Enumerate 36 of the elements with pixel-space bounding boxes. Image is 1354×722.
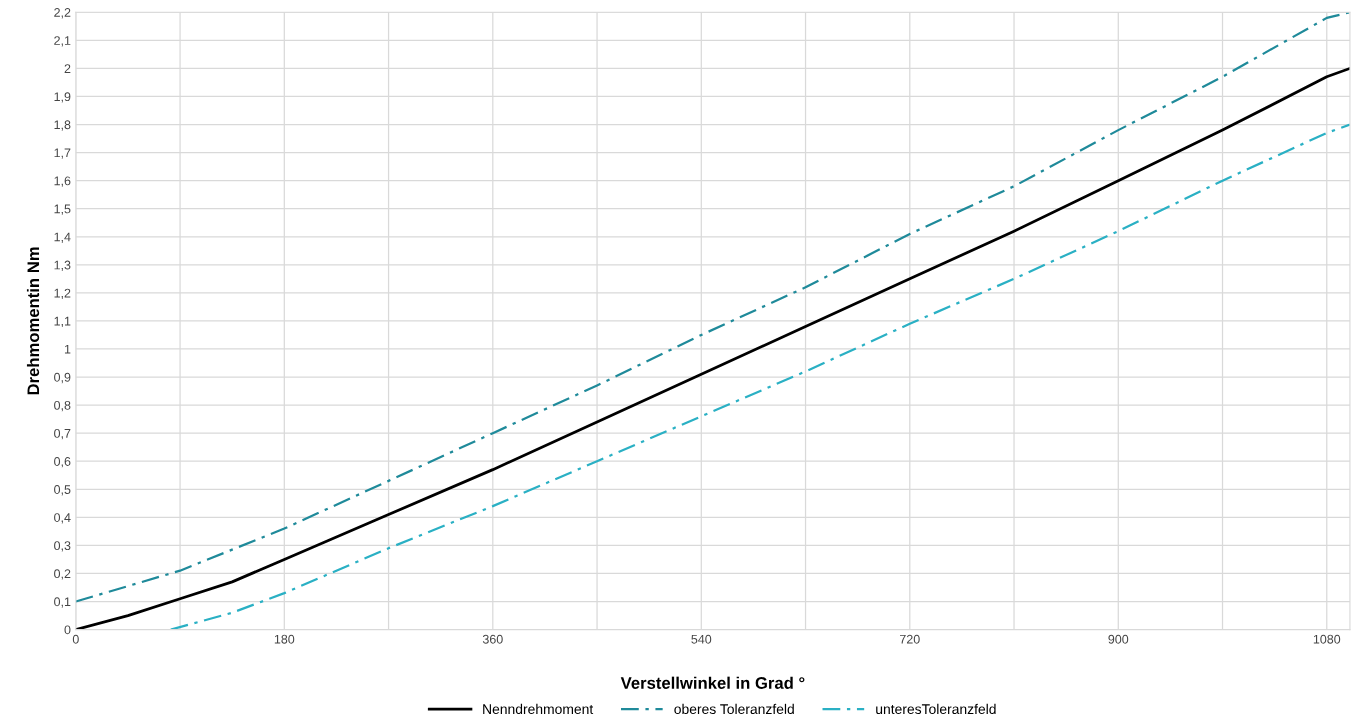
x-tick-label: 540 [691,634,712,644]
y-tick-label: 1,2 [54,288,71,299]
y-tick-label: 0,3 [54,541,71,552]
y-tick-label: 0,7 [54,428,71,440]
y-tick-label: 1,6 [54,176,71,187]
y-tick-label: 1,3 [54,260,71,271]
y-tick-label: 0,4 [54,513,71,524]
y-tick-label: 0,1 [54,597,71,608]
y-tick-label: 1,7 [54,148,71,159]
y-tick-label: 2 [64,64,71,73]
y-tick-label: 1,5 [54,204,71,215]
y-tick-label: 0 [64,625,71,635]
y-tick-label: 2,1 [54,36,71,47]
x-tick-label: 0 [72,634,79,644]
legend-label: unteresToleranzfeld [876,703,996,715]
y-tick-label: 1 [64,344,71,354]
y-tick-label: 1,4 [54,232,71,243]
y-axis-title: Drehmomentin Nm [26,247,40,395]
y-tick-label: 0,9 [54,372,71,384]
x-axis-title: Verstellwinkel in Grad ° [620,676,805,689]
y-tick-label: 0,5 [54,485,71,496]
y-tick-label: 0,6 [54,457,71,468]
x-tick-label: 720 [900,634,920,644]
y-tick-label: 0,8 [54,400,71,412]
y-tick-label: 1,9 [54,92,71,103]
line-series [169,123,1350,630]
y-tick-label: 1,8 [54,120,71,131]
y-tick-label: 2,2 [54,8,71,19]
x-tick-label: 1080 [1313,634,1341,644]
x-tick-label: 180 [274,634,295,644]
x-tick-label: 900 [1108,634,1129,644]
y-tick-label: 0,2 [54,569,71,580]
legend-label: oberes Toleranzfeld [674,703,794,715]
legend-label: Nenndrehmoment [483,703,594,715]
y-tick-label: 1,1 [54,316,71,328]
x-tick-label: 360 [482,634,503,644]
